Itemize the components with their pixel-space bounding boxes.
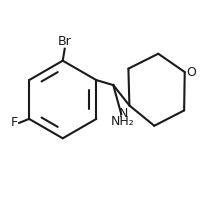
Text: F: F	[11, 116, 18, 129]
Text: NH₂: NH₂	[110, 115, 134, 128]
Text: O: O	[187, 65, 197, 79]
Text: N: N	[119, 107, 128, 120]
Text: Br: Br	[58, 35, 72, 48]
